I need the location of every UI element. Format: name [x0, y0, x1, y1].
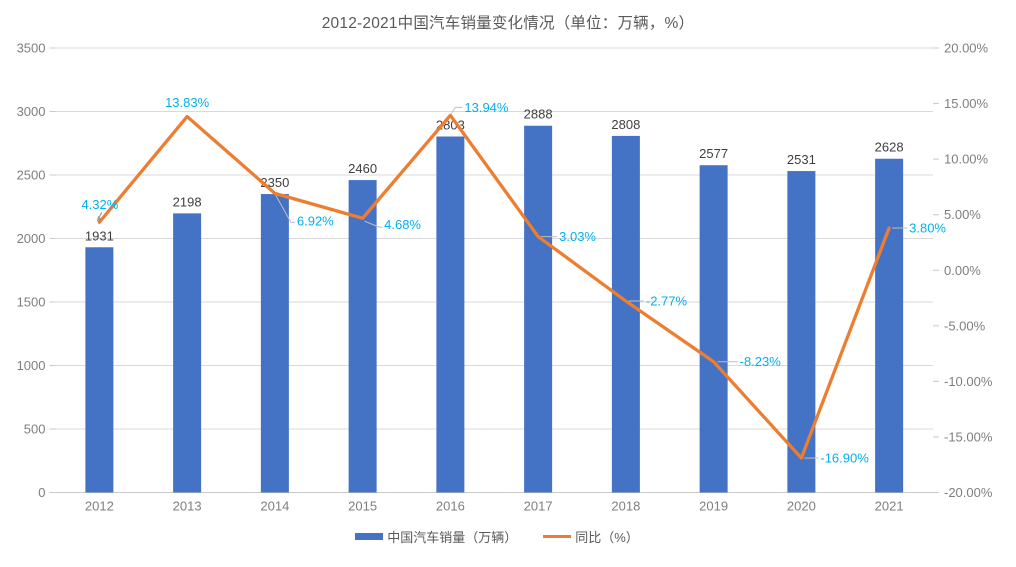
x-axis-label: 2020 — [787, 499, 816, 514]
right-axis-label: 5.00% — [944, 207, 981, 222]
bar-value-label: 2888 — [524, 107, 553, 122]
label-arrow — [98, 211, 103, 219]
chart-title: 2012-2021中国汽车销量变化情况（单位：万辆，%） — [321, 15, 695, 32]
bar-2014 — [260, 194, 289, 493]
x-axis-label: 2019 — [699, 499, 728, 514]
bar-2012 — [85, 247, 114, 493]
percent-label: -16.90% — [820, 451, 869, 466]
percent-label: 4.68% — [384, 217, 421, 232]
bar-value-label: 2628 — [875, 140, 904, 155]
right-axis-label: -15.00% — [944, 429, 993, 444]
percent-label: 3.03% — [559, 229, 596, 244]
left-axis-label: 2000 — [17, 231, 46, 246]
x-axis-label: 2021 — [875, 499, 904, 514]
x-axis-label: 2018 — [611, 499, 640, 514]
percent-label: 3.80% — [909, 221, 946, 236]
x-axis-label: 2013 — [173, 499, 202, 514]
left-axis-label: 2500 — [17, 168, 46, 183]
right-axis-label: -5.00% — [944, 318, 986, 333]
right-axis-label: 15.00% — [944, 96, 989, 111]
right-axis-label: 0.00% — [944, 263, 981, 278]
bar-value-label: 2808 — [611, 117, 640, 132]
bar-2021 — [875, 158, 904, 493]
left-axis-label: 1000 — [17, 358, 46, 373]
label-leader-line — [364, 220, 383, 228]
bar-value-label: 2803 — [436, 118, 465, 133]
bar-2019 — [699, 165, 728, 493]
x-axis-label: 2016 — [436, 499, 465, 514]
x-axis-label: 2012 — [85, 499, 114, 514]
legend-item-sales: 中国汽车销量（万辆） — [355, 527, 517, 546]
left-axis-label: 3000 — [17, 104, 46, 119]
bar-2018 — [611, 135, 640, 493]
percent-label: -8.23% — [740, 354, 782, 369]
label-leader-line — [275, 195, 295, 223]
bar-2017 — [524, 125, 553, 493]
right-axis-label: -20.00% — [944, 485, 993, 500]
legend: 中国汽车销量（万辆） 同比（%） — [0, 527, 1016, 546]
bar-value-label: 2198 — [173, 194, 202, 209]
percent-label: 13.94% — [464, 100, 509, 115]
bar-value-label: 2577 — [699, 146, 728, 161]
percent-label: -2.77% — [646, 294, 688, 309]
x-axis-label: 2015 — [348, 499, 377, 514]
bar-value-label: 2531 — [787, 152, 816, 167]
bar-2013 — [173, 213, 202, 493]
bar-2020 — [787, 171, 816, 493]
x-axis-label: 2014 — [260, 499, 289, 514]
left-axis-label: 1500 — [17, 295, 46, 310]
bar-value-label: 2460 — [348, 161, 377, 176]
percent-label: 4.32% — [81, 197, 118, 212]
legend-item-yoy: 同比（%） — [543, 527, 639, 546]
percent-label: 13.83% — [165, 95, 210, 110]
right-axis-label: -10.00% — [944, 374, 993, 389]
legend-label-yoy: 同比（%） — [575, 530, 639, 545]
bar-2016 — [436, 136, 465, 493]
left-axis-label: 0 — [38, 485, 45, 500]
yoy-line — [97, 113, 891, 460]
legend-bar-swatch-icon — [355, 533, 384, 540]
left-axis-label: 3500 — [17, 41, 46, 56]
bar-2015 — [348, 180, 377, 493]
legend-label-sales: 中国汽车销量（万辆） — [387, 530, 518, 545]
right-axis-label: 10.00% — [944, 152, 989, 167]
x-axis-label: 2017 — [524, 499, 553, 514]
label-arrow-head — [96, 215, 102, 222]
left-axis-label: 500 — [24, 422, 46, 437]
right-axis-label: 20.00% — [944, 41, 989, 56]
percent-label: 6.92% — [297, 213, 334, 228]
bar-value-label: 1931 — [85, 228, 114, 243]
label-leader-line — [450, 106, 463, 114]
legend-line-swatch-icon — [543, 534, 572, 539]
